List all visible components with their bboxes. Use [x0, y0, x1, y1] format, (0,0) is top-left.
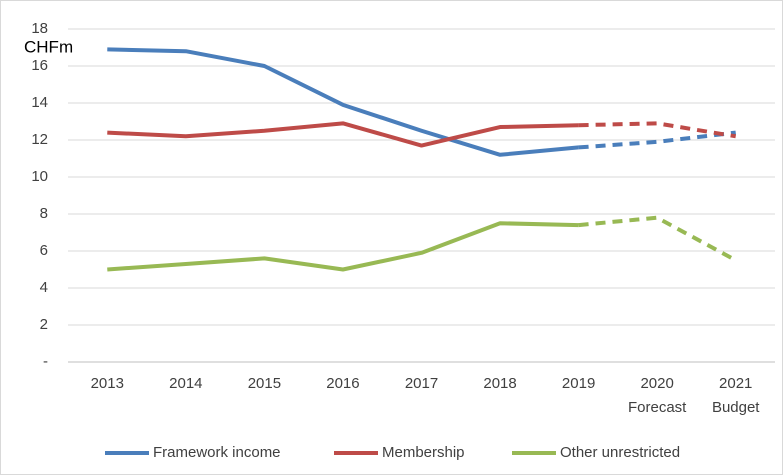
series-line [578, 215, 737, 263]
legend-label: Other unrestricted [560, 444, 680, 461]
x-tick-note: Budget [712, 399, 760, 416]
x-tick-label: 2019 [562, 375, 595, 392]
series-line [107, 121, 579, 148]
x-tick-label: 2021 [719, 375, 752, 392]
y-tick-label: 8 [40, 205, 48, 222]
y-tick-label: 12 [31, 131, 48, 148]
series-line [107, 47, 579, 157]
y-tick-label: 10 [31, 168, 48, 185]
x-tick-label: 2014 [169, 375, 202, 392]
y-tick-label: 14 [31, 94, 48, 111]
x-tick-label: 2013 [91, 375, 124, 392]
x-tick-label: 2017 [405, 375, 438, 392]
x-tick-label: 2016 [326, 375, 359, 392]
y-tick-label: 4 [40, 279, 48, 296]
y-tick-label: 18 [31, 20, 48, 37]
y-tick-label: - [43, 353, 48, 370]
x-tick-note: Forecast [628, 399, 687, 416]
x-tick-label: 2018 [483, 375, 516, 392]
legend-label: Membership [382, 444, 465, 461]
y-axis-label: CHFm [24, 37, 73, 56]
y-tick-label: 2 [40, 316, 48, 333]
y-tick-label: 6 [40, 242, 48, 259]
series-line [107, 221, 579, 272]
series-line [578, 121, 737, 139]
x-tick-label: 2015 [248, 375, 281, 392]
y-tick-label: 16 [31, 57, 48, 74]
legend-label: Framework income [153, 444, 281, 461]
series-line [578, 130, 736, 150]
x-tick-label: 2020 [640, 375, 673, 392]
